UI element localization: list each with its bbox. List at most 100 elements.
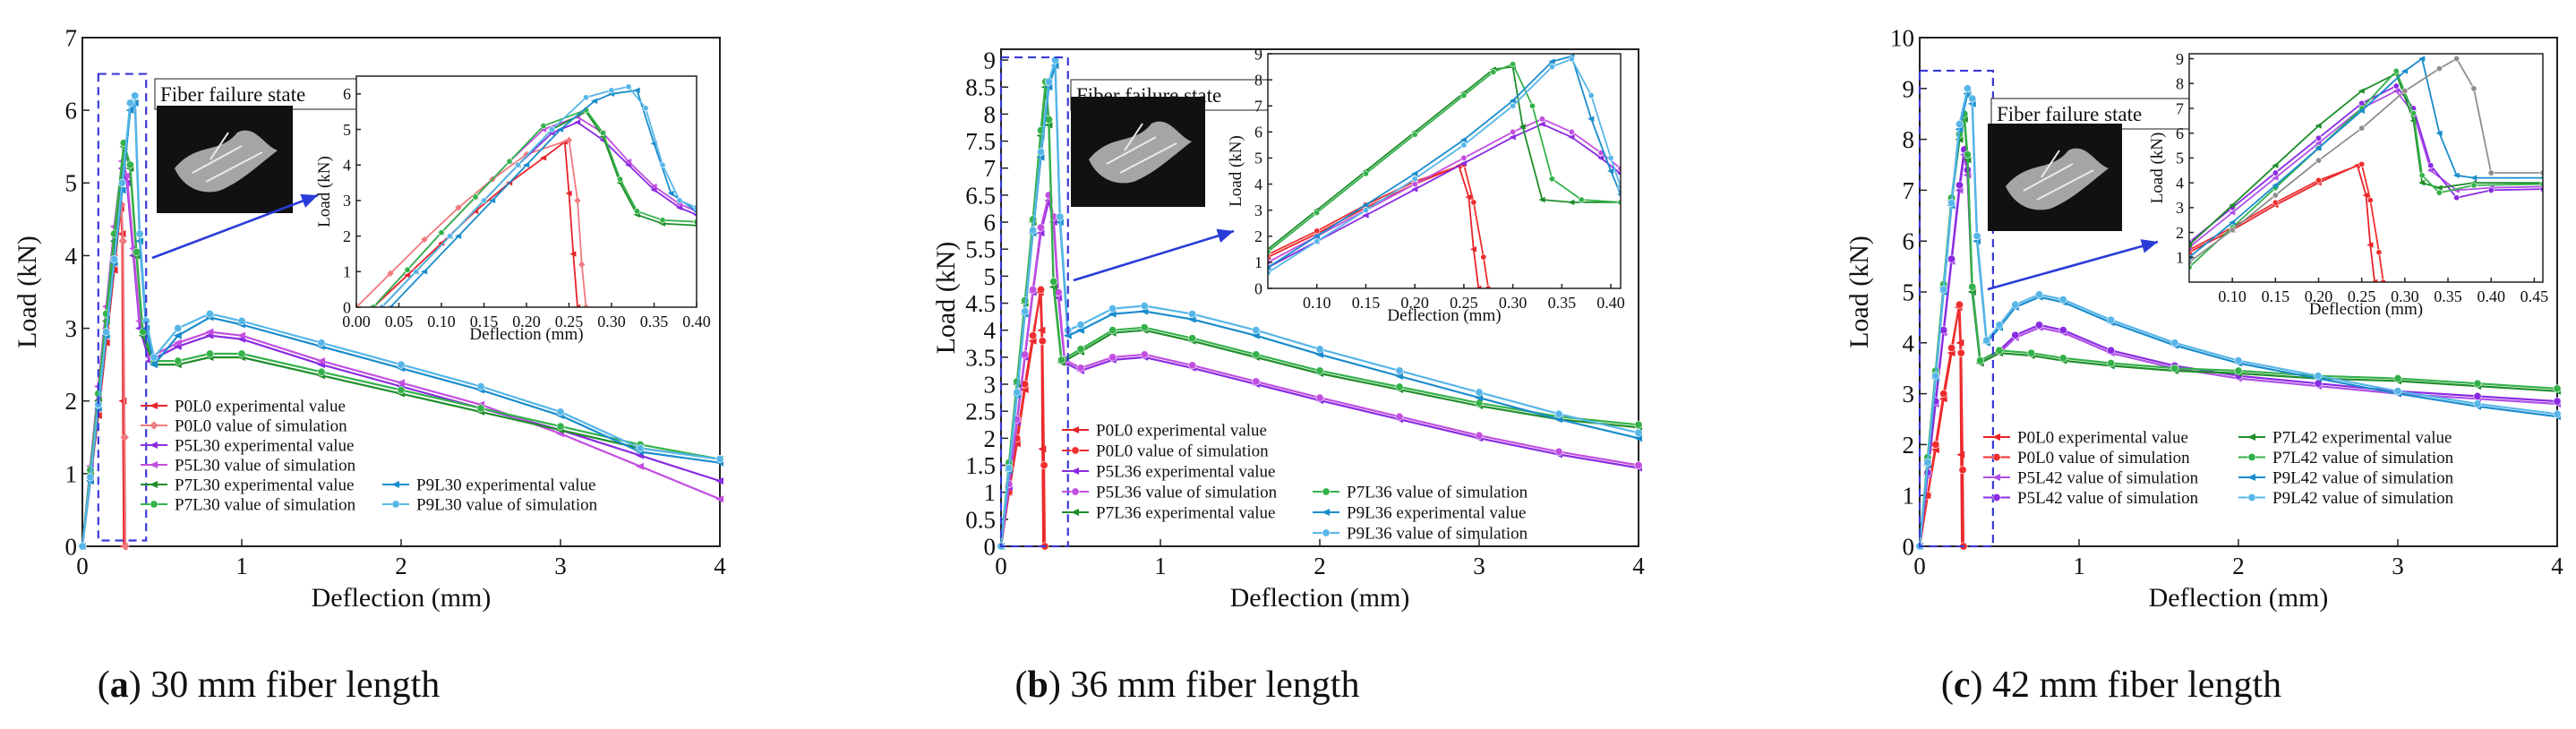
series-p9l36-value-of-simulation-point	[1108, 304, 1117, 313]
inset-series-5-point	[1268, 248, 1271, 255]
inset-series-2-point	[1617, 172, 1621, 176]
inset-series-6-point	[667, 190, 674, 197]
inset-series-6-point	[1268, 264, 1271, 270]
inset-x-axis-label: Deflection (mm)	[1387, 306, 1501, 325]
series-p9l42-value-of-simulation-point	[1982, 336, 1991, 345]
x-tick-label: 0	[76, 553, 89, 579]
inset-series-6-point	[1313, 233, 1320, 239]
series-p9l30-value-of-simulation-point	[150, 353, 158, 362]
inset-series-7-point	[625, 83, 632, 90]
inset-series-0-line	[2189, 164, 2375, 282]
series-p9l36-value-of-simulation-point	[1037, 148, 1046, 157]
series-p7l36-value-of-simulation-point	[1634, 420, 1643, 429]
inset-series-6-line	[389, 90, 697, 307]
series-p0l0-value-of-simulation-point	[1956, 348, 1965, 357]
zoom-arrow-head	[2140, 239, 2158, 253]
x-tick-label: 2	[2232, 553, 2245, 579]
series-p9l30-value-of-simulation-point	[397, 360, 406, 369]
inset-series-0-point	[540, 155, 547, 161]
inset-series-6-point	[1617, 193, 1621, 196]
inset-series-5-point	[2189, 263, 2193, 270]
series-p7l36-value-of-simulation-point	[1395, 382, 1404, 391]
y-tick-label: 7	[65, 24, 78, 51]
series-p5l36-value-of-simulation-point	[1140, 350, 1149, 359]
inset-series-1-point	[2272, 199, 2279, 206]
inset-series-7-point	[2435, 65, 2443, 73]
inset-x-tick-label: 0.20	[512, 313, 541, 330]
x-tick-label: 1	[235, 553, 248, 579]
y-tick-label: 2.5	[965, 399, 996, 425]
inset-series-0-point	[565, 190, 572, 197]
inset-x-tick-label: 0.10	[427, 313, 456, 330]
inset-series-5-point	[438, 229, 445, 236]
series-p9l30-value-of-simulation-point	[636, 443, 645, 452]
x-tick-label: 0	[1913, 553, 1926, 579]
inset-series-6-point	[2229, 219, 2236, 226]
inset-series-6-point	[2539, 176, 2543, 180]
inset-series-1-point	[574, 197, 581, 204]
legend-entry-label: P7L30 value of simulation	[175, 496, 356, 515]
inset-x-tick-label: 0.15	[1352, 294, 1381, 312]
y-tick-label: 8.5	[965, 74, 996, 101]
series-p5l30-value-of-simulation-point	[397, 379, 405, 387]
y-tick-label: 5	[1903, 279, 1915, 305]
inset-series-5-point	[1314, 210, 1321, 217]
series-p9l36-value-of-simulation-point	[1005, 464, 1014, 473]
series-p7l42-value-of-simulation-point	[2027, 348, 2036, 357]
inset-series-5-point	[659, 217, 666, 224]
y-tick-label: 6	[984, 209, 997, 236]
inset-plot: 0.00 0.05 0.10 0.15 0.20 0.25 0.30 0.35 0.40 0 1 2 3…	[315, 75, 711, 344]
inset-y-tick-label: 8	[2176, 75, 2184, 93]
inset-y-tick-label: 4	[1254, 176, 1262, 193]
inset-x-tick-label: 0.40	[682, 313, 711, 330]
inset-series-5-point	[599, 130, 606, 137]
inset-series-2-point	[1411, 186, 1418, 193]
zoom-arrow-shaft	[1987, 240, 2159, 291]
series-p5l36-value-of-simulation-point	[1029, 285, 1038, 294]
x-tick-label: 0	[995, 553, 1007, 579]
series-p7l42-value-of-simulation-point	[1995, 346, 2004, 355]
inset-x-tick-label: 0.20	[1400, 294, 1429, 312]
fiber-fragment-shape	[2006, 148, 2109, 210]
inset-series-3-line	[1268, 117, 1621, 263]
series-p0l0-value-of-simulation-point	[1038, 337, 1047, 346]
series-p9l30-value-of-simulation-point	[174, 324, 183, 333]
inset-plot-frame	[1267, 53, 1622, 289]
series-p9l36-value-of-simulation-point	[1554, 409, 1563, 418]
y-tick-label: 4	[1903, 330, 1915, 356]
legend-entry-label: P0L0 value of simulation	[1096, 442, 1269, 461]
series-p5l42-value-of-simulation-point	[2553, 397, 2562, 406]
inset-series-5-point	[404, 266, 411, 273]
inset-series-0-line	[1268, 165, 1480, 288]
inset-x-tick-label: 0.25	[2348, 287, 2376, 305]
series-p7l42-value-of-simulation-point	[1976, 356, 1985, 365]
inset-y-tick-label: 2	[343, 227, 351, 245]
x-axis-label: Deflection (mm)	[2149, 583, 2329, 613]
inset-series-6-point	[2272, 182, 2279, 189]
series-p9l42-value-of-simulation-point	[2314, 372, 2323, 381]
inset-plot: 0.10 0.15 0.20 0.25 0.30 0.35 0.40 0.45 1 2 3 4 5 6 7 8…	[2148, 50, 2548, 319]
series-p5l36-value-of-simulation-point	[1076, 364, 1085, 373]
series-p9l30-value-of-simulation-point	[135, 229, 144, 238]
series-p9l30-value-of-simulation-point	[78, 542, 87, 551]
panel-c: 0 1 2 3 4 0 1 2 3 4 5 6 7 8 9 10 Deflection (mm) Load (kN…	[1844, 24, 2563, 706]
inset-series-3-point	[2487, 186, 2495, 193]
inset-y-tick-label: 1	[343, 263, 351, 281]
inset-series-6-point	[455, 233, 462, 239]
inset-series-1-point	[421, 236, 428, 244]
series-p7l36-value-of-simulation-point	[1076, 345, 1085, 354]
series-p9l42-value-of-simulation-point	[1968, 94, 1977, 103]
inset-series-1-point	[578, 261, 586, 269]
inset-series-1-point	[2358, 160, 2366, 167]
series-p7l30-value-of-simulation-point	[125, 160, 134, 169]
inset-series-7-point	[2189, 259, 2193, 266]
zoom-arrow-shaft	[1073, 229, 1235, 282]
inset-series-4-point	[1568, 199, 1575, 206]
inset-series-7-point	[1548, 64, 1555, 71]
inset-series-0-point	[404, 272, 411, 279]
y-tick-label: 2	[65, 388, 78, 415]
inset-series-6-point	[1607, 167, 1614, 175]
